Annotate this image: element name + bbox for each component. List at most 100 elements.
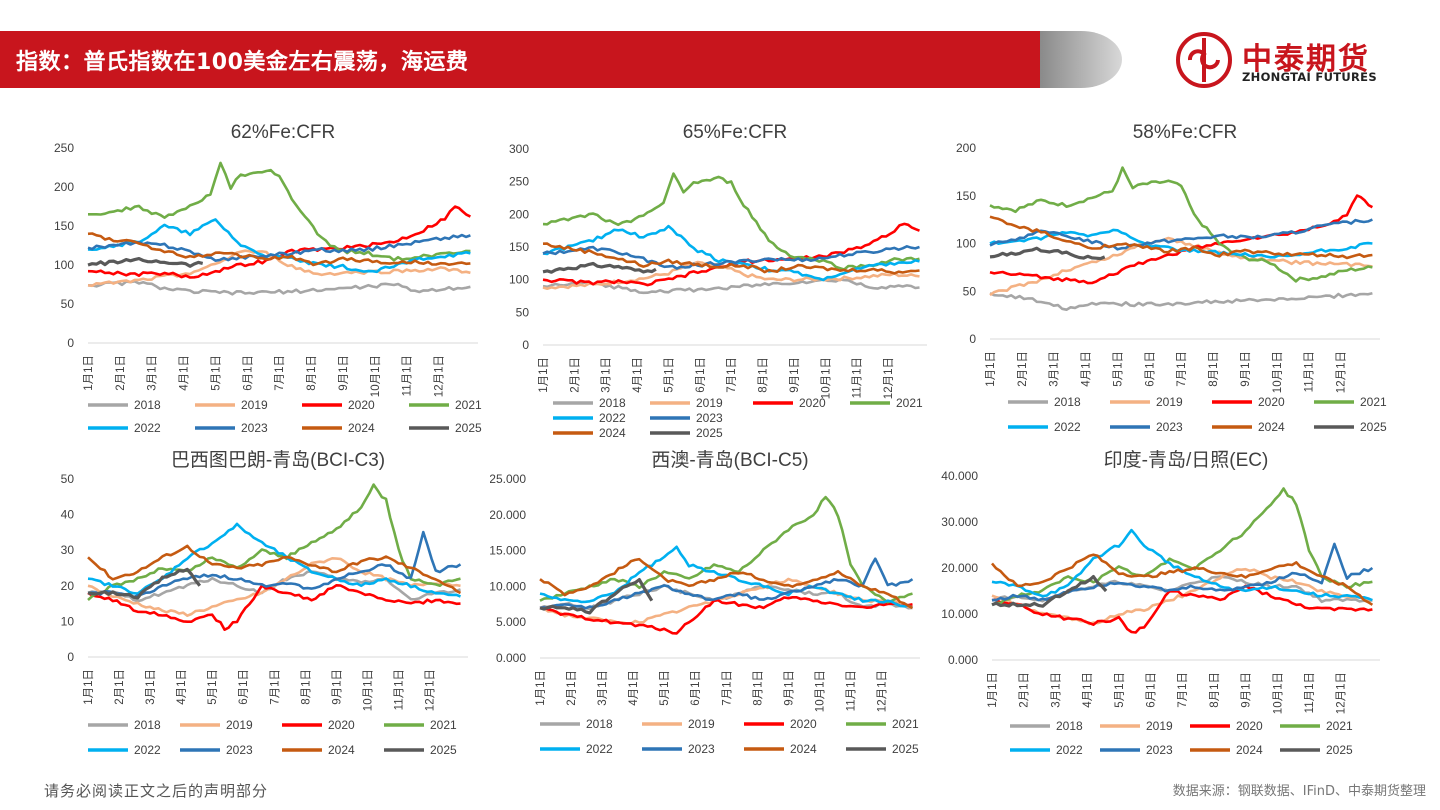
- x-tick-label: 8月1日: [1209, 672, 1221, 708]
- legend-label: 2020: [1236, 719, 1263, 733]
- x-tick-label: 12月1日: [1336, 672, 1348, 714]
- legend-label: 2020: [348, 398, 375, 412]
- series-line-2020: [539, 596, 913, 635]
- legend-label: 2019: [688, 717, 715, 731]
- legend-label: 2022: [134, 421, 161, 435]
- y-tick-label: 15.000: [490, 544, 526, 558]
- legend-label: 2019: [1146, 719, 1173, 733]
- legend-label: 2023: [1146, 743, 1173, 757]
- x-tick-label: 4月1日: [628, 670, 640, 706]
- legend-label: 2025: [892, 742, 919, 756]
- legend-label: 2021: [1360, 395, 1387, 409]
- y-tick-label: 50: [963, 284, 977, 298]
- y-tick-label: 0: [67, 336, 74, 350]
- y-tick-label: 100: [54, 258, 74, 272]
- y-tick-label: 200: [54, 180, 74, 194]
- chart-title: 58%Fe:CFR: [1133, 122, 1238, 143]
- x-tick-label: 6月1日: [1144, 351, 1156, 387]
- x-tick-label: 4月1日: [1081, 351, 1093, 387]
- series-line-2019: [542, 260, 920, 290]
- x-tick-label: 6月1日: [695, 357, 707, 393]
- x-tick-label: 3月1日: [1050, 672, 1062, 708]
- legend-label: 2021: [892, 717, 919, 731]
- y-tick-label: 10.000: [941, 607, 978, 621]
- x-tick-label: 11月1日: [393, 669, 405, 710]
- series-line-2025: [989, 246, 1106, 261]
- y-tick-label: 200: [956, 141, 976, 155]
- legend-label: 2023: [226, 743, 253, 757]
- legend-label: 2025: [1326, 743, 1353, 757]
- chart-ec: 印度-青岛/日照(EC) 0.000 10.000 20.000 30.000 40.00…: [940, 442, 1400, 772]
- chart-title: 印度-青岛/日照(EC): [1104, 449, 1269, 471]
- title-banner-shadow: [1040, 31, 1122, 88]
- y-tick-label: 250: [509, 175, 529, 189]
- x-tick-label: 2月1日: [114, 669, 126, 705]
- x-tick-label: 9月1日: [338, 355, 350, 391]
- x-tick-label: 12月1日: [883, 357, 895, 399]
- legend-label: 2023: [688, 742, 715, 756]
- series-line-2021: [989, 166, 1373, 283]
- x-tick-label: 3月1日: [601, 357, 613, 393]
- x-tick-label: 5月1日: [210, 355, 222, 391]
- y-tick-label: 0: [969, 332, 976, 346]
- legend-label: 2023: [1156, 420, 1183, 434]
- x-tick-label: 1月1日: [985, 351, 997, 387]
- x-tick-label: 7月1日: [1176, 351, 1188, 387]
- chart-title: 巴西图巴朗-青岛(BCI-C3): [171, 449, 385, 471]
- x-tick-label: 9月1日: [1240, 351, 1252, 387]
- series-line-2024: [542, 242, 920, 275]
- legend-label: 2024: [1236, 743, 1263, 757]
- y-tick-label: 300: [509, 142, 529, 156]
- x-tick-label: 9月1日: [331, 669, 343, 705]
- y-tick-label: 150: [509, 240, 529, 254]
- legend-label: 2023: [696, 411, 723, 425]
- x-tick-label: 12月1日: [877, 670, 889, 712]
- x-tick-label: 10月1日: [814, 670, 826, 712]
- x-tick-label: 4月1日: [176, 669, 188, 705]
- y-tick-label: 250: [54, 141, 74, 155]
- y-tick-label: 0: [522, 338, 529, 352]
- x-tick-label: 11月1日: [1304, 351, 1316, 392]
- x-tick-label: 12月1日: [425, 669, 437, 711]
- x-tick-label: 1月1日: [987, 672, 999, 708]
- y-tick-label: 20.000: [490, 508, 526, 522]
- y-tick-label: 0.000: [496, 651, 526, 665]
- legend-label: 2021: [455, 398, 482, 412]
- series-line-2022: [991, 528, 1373, 602]
- y-tick-label: 40: [61, 508, 75, 522]
- series-line-2024: [991, 553, 1374, 606]
- x-tick-label: 7月1日: [1177, 672, 1189, 708]
- series-line-2018: [989, 291, 1373, 311]
- x-tick-label: 6月1日: [690, 670, 702, 706]
- x-tick-label: 3月1日: [597, 670, 609, 706]
- legend-label: 2023: [241, 421, 268, 435]
- series-line-2021: [87, 483, 461, 601]
- series-line-2024: [539, 557, 914, 610]
- chart-bci-c5: 西澳-青岛(BCI-C5) 0.000 5.000 10.000 15.000 20.00…: [490, 442, 945, 772]
- series-line-2025: [87, 257, 204, 268]
- y-tick-label: 0: [67, 650, 74, 664]
- y-tick-label: 25.000: [490, 472, 526, 486]
- x-tick-label: 6月1日: [238, 669, 250, 705]
- x-tick-label: 3月1日: [147, 355, 159, 391]
- legend-label: 2025: [455, 421, 482, 435]
- x-tick-label: 6月1日: [242, 355, 254, 391]
- x-tick-label: 7月1日: [721, 670, 733, 706]
- legend-label: 2024: [348, 421, 375, 435]
- legend-label: 2020: [799, 396, 826, 410]
- legend-label: 2020: [1258, 395, 1285, 409]
- legend-label: 2018: [134, 718, 161, 732]
- x-tick-label: 8月1日: [1208, 351, 1220, 387]
- series-line-2023: [87, 233, 471, 262]
- series-line-2020: [991, 584, 1373, 634]
- x-tick-label: 5月1日: [1112, 351, 1124, 387]
- company-logo: 中泰期货 ZHONGTAI FUTURES: [1176, 30, 1412, 90]
- legend-label: 2021: [896, 396, 923, 410]
- x-tick-label: 4月1日: [179, 355, 191, 391]
- chart-62fe-cfr: 62%Fe:CFR 0 50 100 150 200 250 1月1日 2月1日 3月1日 4月1日…: [40, 114, 495, 444]
- y-tick-label: 150: [956, 189, 976, 203]
- y-tick-label: 100: [509, 273, 529, 287]
- x-tick-label: 2月1日: [1019, 672, 1031, 708]
- series-line-2019: [87, 249, 471, 288]
- x-tick-label: 2月1日: [1017, 351, 1029, 387]
